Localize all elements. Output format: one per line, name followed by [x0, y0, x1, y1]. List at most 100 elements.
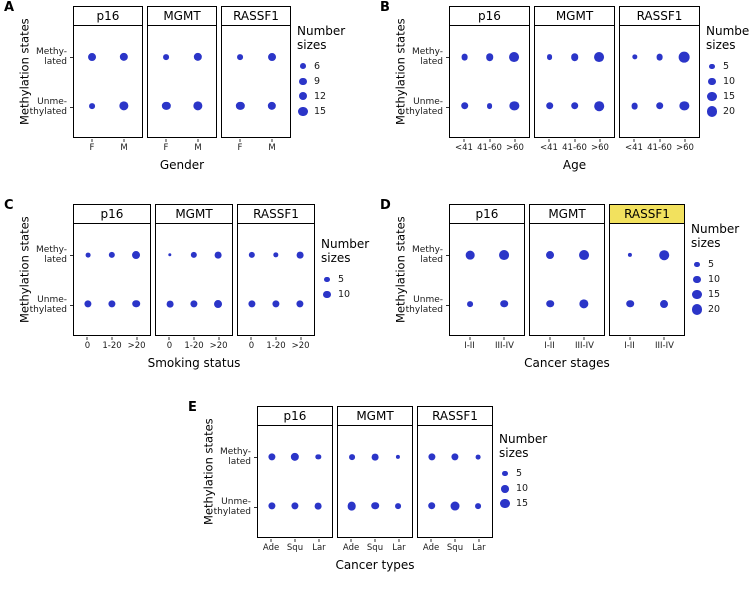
- legend-item: 15: [691, 287, 739, 302]
- bubble: [268, 453, 276, 461]
- x-tick-group: 0 1-20 >20: [73, 337, 151, 354]
- y-tick-label: Methy-lated: [220, 447, 251, 468]
- legend-bubble: [708, 77, 716, 86]
- bubble: [371, 453, 379, 461]
- x-tick-mark: [168, 337, 170, 340]
- facet-plot-p16: [73, 26, 143, 138]
- x-tick-mark: [659, 139, 660, 142]
- x-axis-title: Age: [562, 158, 587, 172]
- bubble: [396, 455, 401, 460]
- x-axis-title: Gender: [159, 158, 205, 172]
- panel-E: E Methylation states Methy-lated Unme-thyl…: [188, 400, 547, 572]
- legend-value: 5: [338, 273, 345, 285]
- bubble: [427, 502, 436, 510]
- legend-item: 10: [706, 74, 749, 89]
- legend-item: 20: [706, 104, 749, 119]
- facet-row: p16 MGMT RASSF1: [449, 6, 700, 138]
- facet-MGMT: MGMT: [147, 6, 217, 138]
- x-tick-mark: [111, 337, 113, 340]
- bubble: [267, 53, 276, 62]
- bubble: [465, 250, 475, 260]
- size-legend: Number sizes 5 10 15: [499, 406, 547, 538]
- legend-item: 10: [321, 287, 369, 302]
- x-tick-label: >20: [209, 341, 228, 351]
- bubble: [88, 53, 97, 62]
- legend-bubble: [693, 275, 701, 284]
- facet-row: p16 MGMT RASSF1: [257, 406, 493, 538]
- x-tick-mark: [250, 337, 252, 340]
- x-tick-mark: [165, 139, 167, 142]
- facet-p16: p16: [73, 204, 151, 336]
- y-axis-title: Methylation states: [393, 18, 408, 126]
- facet-plot-RASSF1: [417, 426, 493, 538]
- legend-bubble: [500, 499, 510, 509]
- facet-plot-MGMT: [534, 26, 615, 138]
- x-tick-label: I-II: [464, 341, 475, 351]
- legend-dot-box: [691, 288, 703, 300]
- facet-MGMT: MGMT: [534, 6, 615, 138]
- legend-value: 15: [723, 90, 736, 102]
- bubble: [132, 300, 140, 308]
- legend-dot-box: [691, 273, 703, 285]
- legend-item: 9: [297, 74, 345, 89]
- x-tick-label: 1-20: [266, 341, 286, 351]
- x-tick-label: F: [237, 143, 243, 153]
- x-tick-mark: [294, 539, 296, 542]
- y-axis-title: Methylation states: [393, 216, 408, 324]
- facet-RASSF1: RASSF1: [417, 406, 493, 538]
- bubble: [546, 54, 553, 61]
- facet-p16: p16: [73, 6, 143, 138]
- x-tick-label: <41: [455, 143, 473, 153]
- bubble: [461, 53, 468, 61]
- facet-RASSF1: RASSF1: [221, 6, 291, 138]
- facet-row: p16 MGMT RASSF1: [73, 204, 315, 336]
- x-tick-group: <41 41-60 >60: [449, 139, 530, 156]
- y-axis-ticks: Methy-lated Unme-thylated: [405, 6, 449, 138]
- facets-area: p16 MGMT RASSF1 Ade Squ Lar Ade Squ Lar Ade Squ Lar…: [257, 406, 493, 572]
- x-tick-mark: [599, 139, 601, 142]
- facet-header-MGMT: MGMT: [155, 204, 233, 224]
- size-legend: Number sizes 6 9 12 15: [297, 6, 345, 138]
- x-tick-mark: [275, 337, 277, 340]
- x-tick-group: 0 1-20 >20: [237, 337, 315, 354]
- bubble: [248, 300, 256, 308]
- bubble: [660, 299, 668, 308]
- bubble: [594, 52, 605, 63]
- y-axis-ticks: Methy-lated Unme-thylated: [30, 6, 73, 138]
- x-tick-label: III-IV: [655, 341, 674, 351]
- bubble: [347, 501, 357, 511]
- legend-bubble: [707, 91, 717, 101]
- facet-plot-RASSF1: [609, 224, 685, 336]
- x-tick-label: Squ: [446, 543, 464, 553]
- x-tick-group: Ade Squ Lar: [257, 539, 333, 556]
- bubble: [428, 453, 436, 461]
- panel-A: A Methylation states Methy-lated Unme-thyl…: [4, 0, 345, 172]
- bubble: [108, 300, 116, 308]
- y-tick-mark: [254, 506, 257, 508]
- x-tick-mark: [350, 539, 352, 542]
- legend-value: 10: [516, 483, 529, 495]
- facet-plot-p16: [449, 26, 530, 138]
- legend-bubble: [709, 63, 715, 69]
- y-axis-ticks: Methy-lated Unme-thylated: [30, 204, 73, 336]
- panel-D: D Methylation states Methy-lated Unme-thyl…: [380, 198, 739, 370]
- y-axis-ticks: Methy-lated Unme-thylated: [406, 204, 449, 336]
- bubble: [296, 300, 304, 308]
- x-tick-mark: [398, 539, 400, 542]
- panel-A-letter: A: [4, 0, 15, 15]
- y-tick-mark: [446, 304, 449, 306]
- panel-C-letter: C: [4, 198, 14, 213]
- bubble: [467, 300, 473, 307]
- facet-header-MGMT: MGMT: [534, 6, 615, 26]
- x-tick-label: 1-20: [102, 341, 122, 351]
- x-tick-group: <41 41-60 >60: [619, 139, 700, 156]
- x-tick-mark: [91, 139, 93, 142]
- bubble: [192, 101, 203, 111]
- y-tick-label: Unme-thylated: [405, 96, 443, 117]
- bubble: [545, 102, 554, 110]
